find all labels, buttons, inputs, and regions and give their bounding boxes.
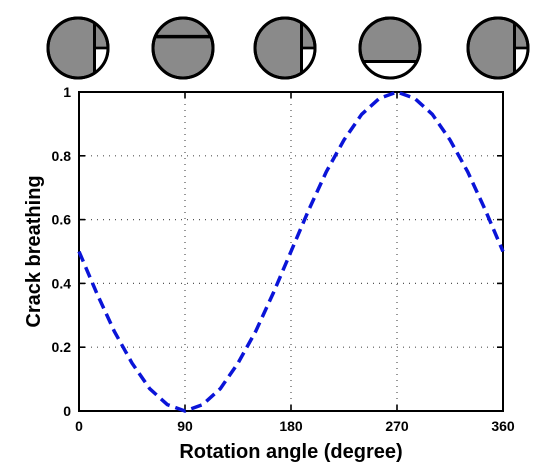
series-line [77,90,505,413]
crack-opening [93,46,108,78]
x-tick-label: 360 [491,418,515,434]
disk-outline [466,16,530,80]
y-tick-label: 0.4 [52,275,72,291]
y-tick-label: 0.6 [52,212,72,228]
crack-icon-closed [151,16,215,80]
y-tick-label: 0.8 [52,148,72,164]
disk-outline [358,16,422,80]
y-axis-title: Crack breathing [23,175,45,327]
disk-outline [253,16,317,80]
x-tick-labels: 0 90 180 270 360 [75,418,515,434]
y-tick-label: 0.2 [52,339,72,355]
y-tick-label: 1 [63,84,71,100]
x-axis-title: Rotation angle (degree) [179,441,402,463]
crack-icon-half-open [466,16,530,80]
disk-outline [46,16,110,80]
disk-outline [151,16,215,80]
crack-icon-half-open [253,16,317,80]
crack-state-icons [46,16,530,80]
x-tick-label: 90 [177,418,193,434]
x-tick-label: 270 [385,418,409,434]
crack-opening [513,46,528,78]
crack-opening [300,46,315,78]
ticks [78,91,504,412]
y-tick-labels: 0 0.2 0.4 0.6 0.8 1 [52,84,72,419]
x-tick-label: 0 [75,418,83,434]
y-tick-label: 0 [63,403,71,419]
crack-icon-half-open [46,16,110,80]
x-tick-label: 180 [279,418,303,434]
crack-icon-open [358,16,422,80]
